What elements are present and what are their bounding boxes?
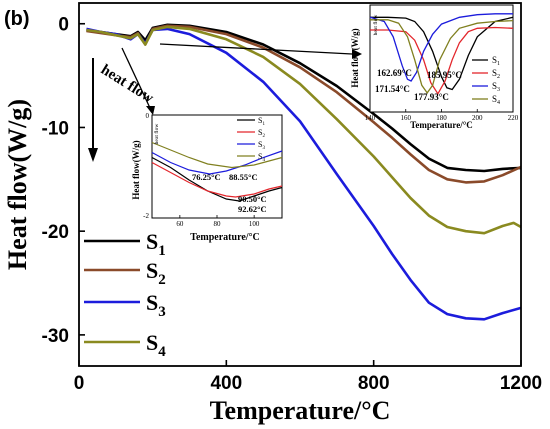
pointer-arrow-left-head [146, 106, 155, 115]
inset-left-peak-label: 90.50°C [238, 194, 267, 204]
inset-left-y-title: Heat flow(W/g) [131, 140, 141, 199]
legend-label: S2 [146, 258, 166, 288]
inset-left-y-tick-label: 0 [146, 112, 150, 120]
legend-label: S3 [146, 290, 166, 320]
pointer-arrow-right-head [352, 49, 362, 59]
inset-right-x-tick-label: 220 [508, 114, 519, 122]
inset-right-frame [369, 4, 514, 113]
inset-left-series-s2 [151, 161, 283, 198]
inset-right-series-s2 [370, 26, 514, 96]
inset-left-x-title: Temperature/°C [190, 232, 260, 243]
inset-left-x-tick-label: 100 [249, 220, 260, 228]
main-frame [78, 2, 522, 367]
pointer-arrow-right-line [159, 43, 353, 55]
inset-left-legend-label: S1 [258, 116, 265, 127]
y-tick-label: -20 [42, 222, 69, 243]
inset-left-peak-label: 92.62°C [238, 204, 267, 214]
inset-right-x-tick-label: 180 [436, 114, 447, 122]
inset-right-series-s4 [370, 19, 514, 95]
inset-left-legend-label: S4 [258, 152, 265, 163]
inset-left-x-tick-label: 80 [214, 220, 222, 228]
inset-right-legend-label: S2 [492, 68, 500, 80]
series-line-s4 [86, 25, 522, 235]
inset-right-x-tick-label: 160 [401, 114, 412, 122]
main-plot: 0 400 800 12000-10-20-30Temperature/°CHeat … [3, 2, 542, 425]
heat-flow-arrow: heat flow [88, 58, 156, 162]
inset-left-x-tick-label: 60 [176, 220, 184, 228]
inset-right-x-tick-label: 200 [472, 114, 483, 122]
inset-left-peak-label: 76.25°C [192, 172, 221, 182]
inset-right-peak-label: 162.69°C [377, 68, 412, 78]
x-tick-label: 400 [210, 373, 242, 394]
y-tick-label: -30 [42, 326, 69, 347]
legend-label: S4 [146, 330, 166, 360]
inset-right-peak-label: 171.54°C [375, 84, 410, 94]
inset-right-y-title: Heat flow(W/g) [350, 28, 360, 87]
inset-left-series-s1 [151, 156, 283, 202]
inset-right-legend-label: S3 [492, 81, 500, 93]
pointer-arrow-left-line [121, 47, 151, 109]
inset-right-peak-label: 177.93°C [414, 92, 449, 102]
inset-left-heat-flow-label: heat flow [153, 124, 160, 145]
pointer-arrows [121, 43, 362, 115]
y-axis-title: Heat flow(W/g) [3, 99, 32, 270]
heat-flow-arrow-head [88, 148, 98, 162]
inset-right-legend-label: S1 [492, 55, 500, 67]
panel-label: (b) [4, 8, 30, 30]
inset-left-y-tick-label: -2 [143, 212, 149, 220]
inset-left-legend-label: S2 [258, 128, 265, 139]
inset-right-legend-label: S4 [492, 94, 500, 106]
x-tick-label: 800 [358, 373, 390, 394]
heat-flow-label: heat flow [98, 62, 156, 107]
inset-right: 140 160 180 200 220 Temperature/°C Heat flow(W… [350, 4, 519, 130]
y-tick-label: -10 [42, 118, 69, 139]
inset-left-legend-label: S3 [258, 140, 265, 151]
legend-label: S1 [146, 229, 166, 259]
inset-right-heat-flow-label: heat flow [372, 15, 379, 36]
inset-left-series-s3 [151, 150, 283, 175]
inset-right-x-tick-label: 140 [365, 114, 376, 122]
inset-right-peak-label: 185.95°C [427, 70, 462, 80]
inset-right-series-s3 [369, 13, 513, 82]
y-tick-label: 0 [58, 15, 69, 36]
inset-right-x-title: Temperature/°C [410, 120, 473, 130]
inset-left: 60 80 100 -2 0 Temperature/°C Heat flow(W/g) he… [131, 112, 283, 243]
inset-left-peak-label: 88.55°C [229, 172, 258, 182]
inset-left-series-s4 [151, 141, 283, 169]
x-axis-title: Temperature/°C [210, 396, 391, 425]
inset-left-frame [151, 114, 283, 219]
x-tick-label: 1200 [500, 373, 542, 394]
x-tick-label: 0 [74, 373, 85, 394]
